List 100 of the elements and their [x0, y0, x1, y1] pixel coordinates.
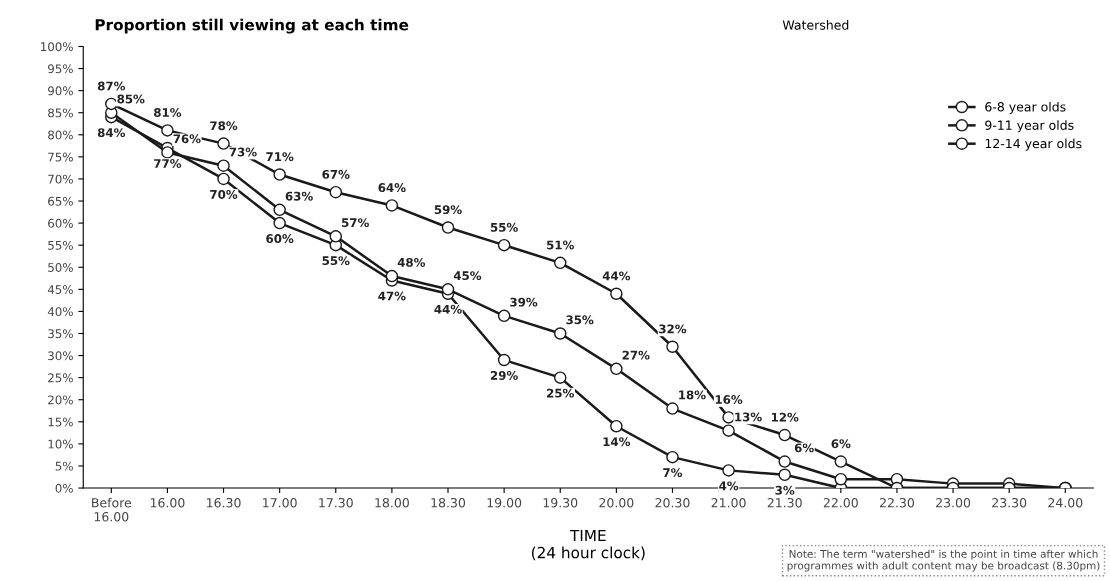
y-tick-label: 100% [41, 42, 73, 52]
data-label: 35% [566, 315, 594, 325]
y-tick-label: 50% [48, 262, 73, 272]
point [722, 411, 735, 424]
data-label: 73% [229, 147, 257, 157]
x-tick-label: 19.30 [543, 497, 578, 508]
y-tick-label: 15% [48, 417, 73, 427]
data-label: 85% [117, 94, 145, 104]
data-label: 55% [322, 256, 350, 266]
point [834, 455, 848, 468]
data-label: 25% [547, 388, 574, 398]
point [105, 97, 118, 111]
data-label: 16% [715, 395, 743, 404]
y-tick-label: 60% [48, 218, 73, 228]
y-tick-label: 20% [48, 395, 73, 405]
legend-label: 12-14 year olds [985, 138, 1082, 151]
y-tick-label: 85% [48, 108, 73, 118]
data-label: 63% [285, 191, 313, 201]
point [441, 221, 455, 234]
point [273, 203, 286, 217]
y-tick-label: 35% [48, 329, 73, 339]
y-tick-label: 0% [55, 483, 73, 493]
data-label: 6% [794, 443, 814, 453]
data-label: 14% [603, 437, 631, 447]
data-label: 78% [210, 121, 238, 131]
point [385, 199, 399, 212]
point [553, 327, 567, 340]
point [161, 124, 174, 137]
data-label: 48% [397, 257, 426, 267]
data-label: 77% [154, 159, 182, 168]
text: Note: The term "watershed" is the point in time after which programmes with adult content may be broadcast (8.30pm) [787, 549, 1100, 572]
point [666, 402, 679, 415]
data-label: 51% [547, 240, 574, 250]
text: Watershed [782, 20, 849, 30]
data-label: 13% [735, 412, 762, 422]
data-label: 84% [97, 128, 126, 138]
data-label: 44% [602, 271, 631, 281]
point [329, 185, 343, 199]
x-tick-label: 23.30 [992, 497, 1027, 508]
point [666, 450, 679, 464]
point [217, 159, 230, 172]
x-tick-label: 21.30 [767, 497, 802, 508]
x-tick-label: 19.00 [487, 497, 522, 508]
x-tick-label: 17.00 [263, 497, 297, 508]
point [722, 464, 735, 477]
y-tick-label: 75% [48, 152, 73, 162]
data-label: 4% [719, 481, 739, 491]
x-tick-label: 16.00 [150, 497, 185, 508]
point [778, 455, 791, 468]
data-label: 6% [831, 439, 851, 449]
data-label: 64% [378, 183, 406, 193]
data-label: 57% [342, 218, 369, 228]
x-tick-label: 21.00 [711, 497, 746, 508]
data-label: 45% [453, 271, 482, 281]
x-tick-label: 22.30 [879, 497, 914, 508]
x-tick-label: 17.30 [319, 497, 353, 508]
point [217, 137, 230, 150]
data-label: 39% [510, 297, 538, 307]
point [666, 340, 679, 353]
data-label: 32% [659, 324, 687, 334]
y-tick-label: 10% [48, 439, 73, 449]
data-label: 59% [434, 205, 462, 215]
data-label: 7% [663, 468, 683, 478]
point [385, 269, 399, 283]
y-tick-label: 65% [48, 196, 73, 206]
point [497, 309, 511, 323]
point [778, 468, 791, 482]
legend-label: 9-11 year olds [985, 120, 1074, 133]
point [778, 428, 791, 442]
data-label: 47% [378, 291, 406, 301]
y-tick-label: 90% [48, 86, 73, 96]
data-label: 3% [775, 485, 795, 495]
x-tick-label: 23.00 [936, 497, 971, 508]
point [273, 168, 286, 181]
point [553, 256, 567, 270]
point [610, 287, 623, 301]
y-tick-label: 80% [48, 130, 73, 140]
y-tick-label: 30% [48, 351, 73, 361]
data-label: 67% [322, 169, 350, 179]
x-tick-label: 16.30 [207, 497, 241, 508]
data-label: 70% [210, 189, 238, 199]
x-tick-label: Before 16.00 [92, 497, 132, 522]
x-tick-label: 18.30 [431, 497, 466, 508]
point [497, 238, 511, 252]
point [441, 283, 455, 296]
x-tick-label: 22.00 [823, 497, 858, 508]
legend-label: 6-8 year olds [985, 101, 1066, 114]
point [722, 424, 735, 437]
y-tick-label: 95% [48, 64, 73, 74]
y-tick-label: 40% [47, 307, 73, 317]
data-label: 81% [154, 108, 182, 117]
point [161, 146, 174, 159]
data-label: 27% [622, 350, 650, 360]
data-label: 18% [679, 390, 706, 400]
x-tick-label: 20.30 [655, 497, 690, 508]
point [217, 172, 230, 186]
point [834, 472, 848, 486]
data-label: 87% [97, 81, 126, 91]
y-tick-label: 55% [48, 240, 73, 250]
y-tick-label: 5% [55, 461, 73, 471]
